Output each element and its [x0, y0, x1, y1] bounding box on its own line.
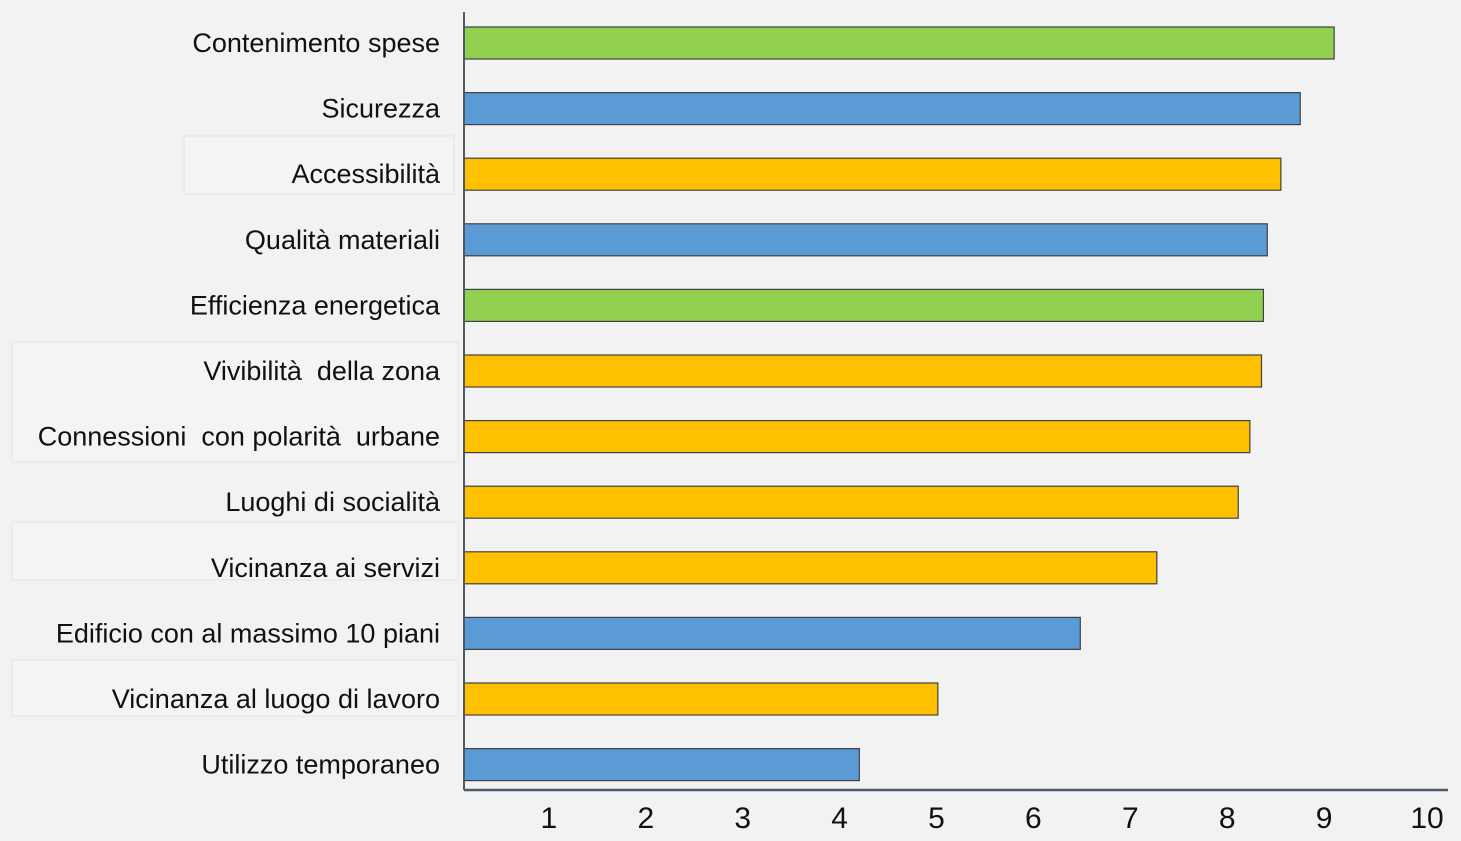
label-panel	[11, 659, 459, 717]
x-tick-label: 7	[1122, 802, 1139, 835]
label-panel	[11, 521, 459, 581]
category-label: Qualità materiali	[245, 225, 440, 255]
category-labels: Contenimento spese Sicurezza Accessibilità…	[38, 28, 441, 780]
x-tick-label: 10	[1410, 802, 1443, 835]
bar	[463, 551, 1158, 585]
x-tick-label: 8	[1219, 802, 1236, 835]
category-label: Sicurezza	[321, 94, 441, 124]
bar	[463, 354, 1263, 388]
x-tick-label: 3	[734, 802, 751, 835]
category-label: Utilizzo temporaneo	[201, 750, 440, 780]
x-axis-ticks: 1 2 3 4 5 6 7 8 9 10	[541, 802, 1444, 835]
category-label: Vicinanza ai servizi	[211, 553, 440, 583]
category-label: Edificio con al massimo 10 piani	[56, 618, 440, 648]
label-panel	[11, 341, 459, 463]
axes	[463, 12, 1448, 792]
x-tick-label: 2	[637, 802, 654, 835]
x-tick-label: 5	[928, 802, 945, 835]
bar	[463, 616, 1081, 651]
category-label: Efficienza energetica	[190, 290, 441, 320]
bar	[463, 91, 1301, 126]
x-tick-label: 4	[831, 802, 848, 835]
bar	[463, 26, 1335, 60]
bar	[463, 157, 1282, 191]
category-label: Vicinanza al luogo di lavoro	[112, 684, 440, 714]
bar	[463, 420, 1251, 454]
category-label: Accessibilità	[291, 159, 441, 189]
label-panel	[183, 135, 455, 195]
bars-layer	[463, 26, 1335, 782]
bar	[463, 682, 939, 716]
x-tick-label: 1	[541, 802, 558, 835]
category-label: Contenimento spese	[192, 28, 440, 58]
category-label: Vivibilità della zona	[203, 356, 441, 386]
x-tick-label: 9	[1316, 802, 1333, 835]
category-label: Luoghi di socialità	[225, 487, 441, 517]
bar	[463, 485, 1239, 519]
bar	[463, 223, 1268, 257]
bar	[463, 288, 1265, 322]
category-label: Connessioni con polarità urbane	[38, 422, 440, 452]
bar	[463, 747, 860, 782]
x-tick-label: 6	[1025, 802, 1042, 835]
